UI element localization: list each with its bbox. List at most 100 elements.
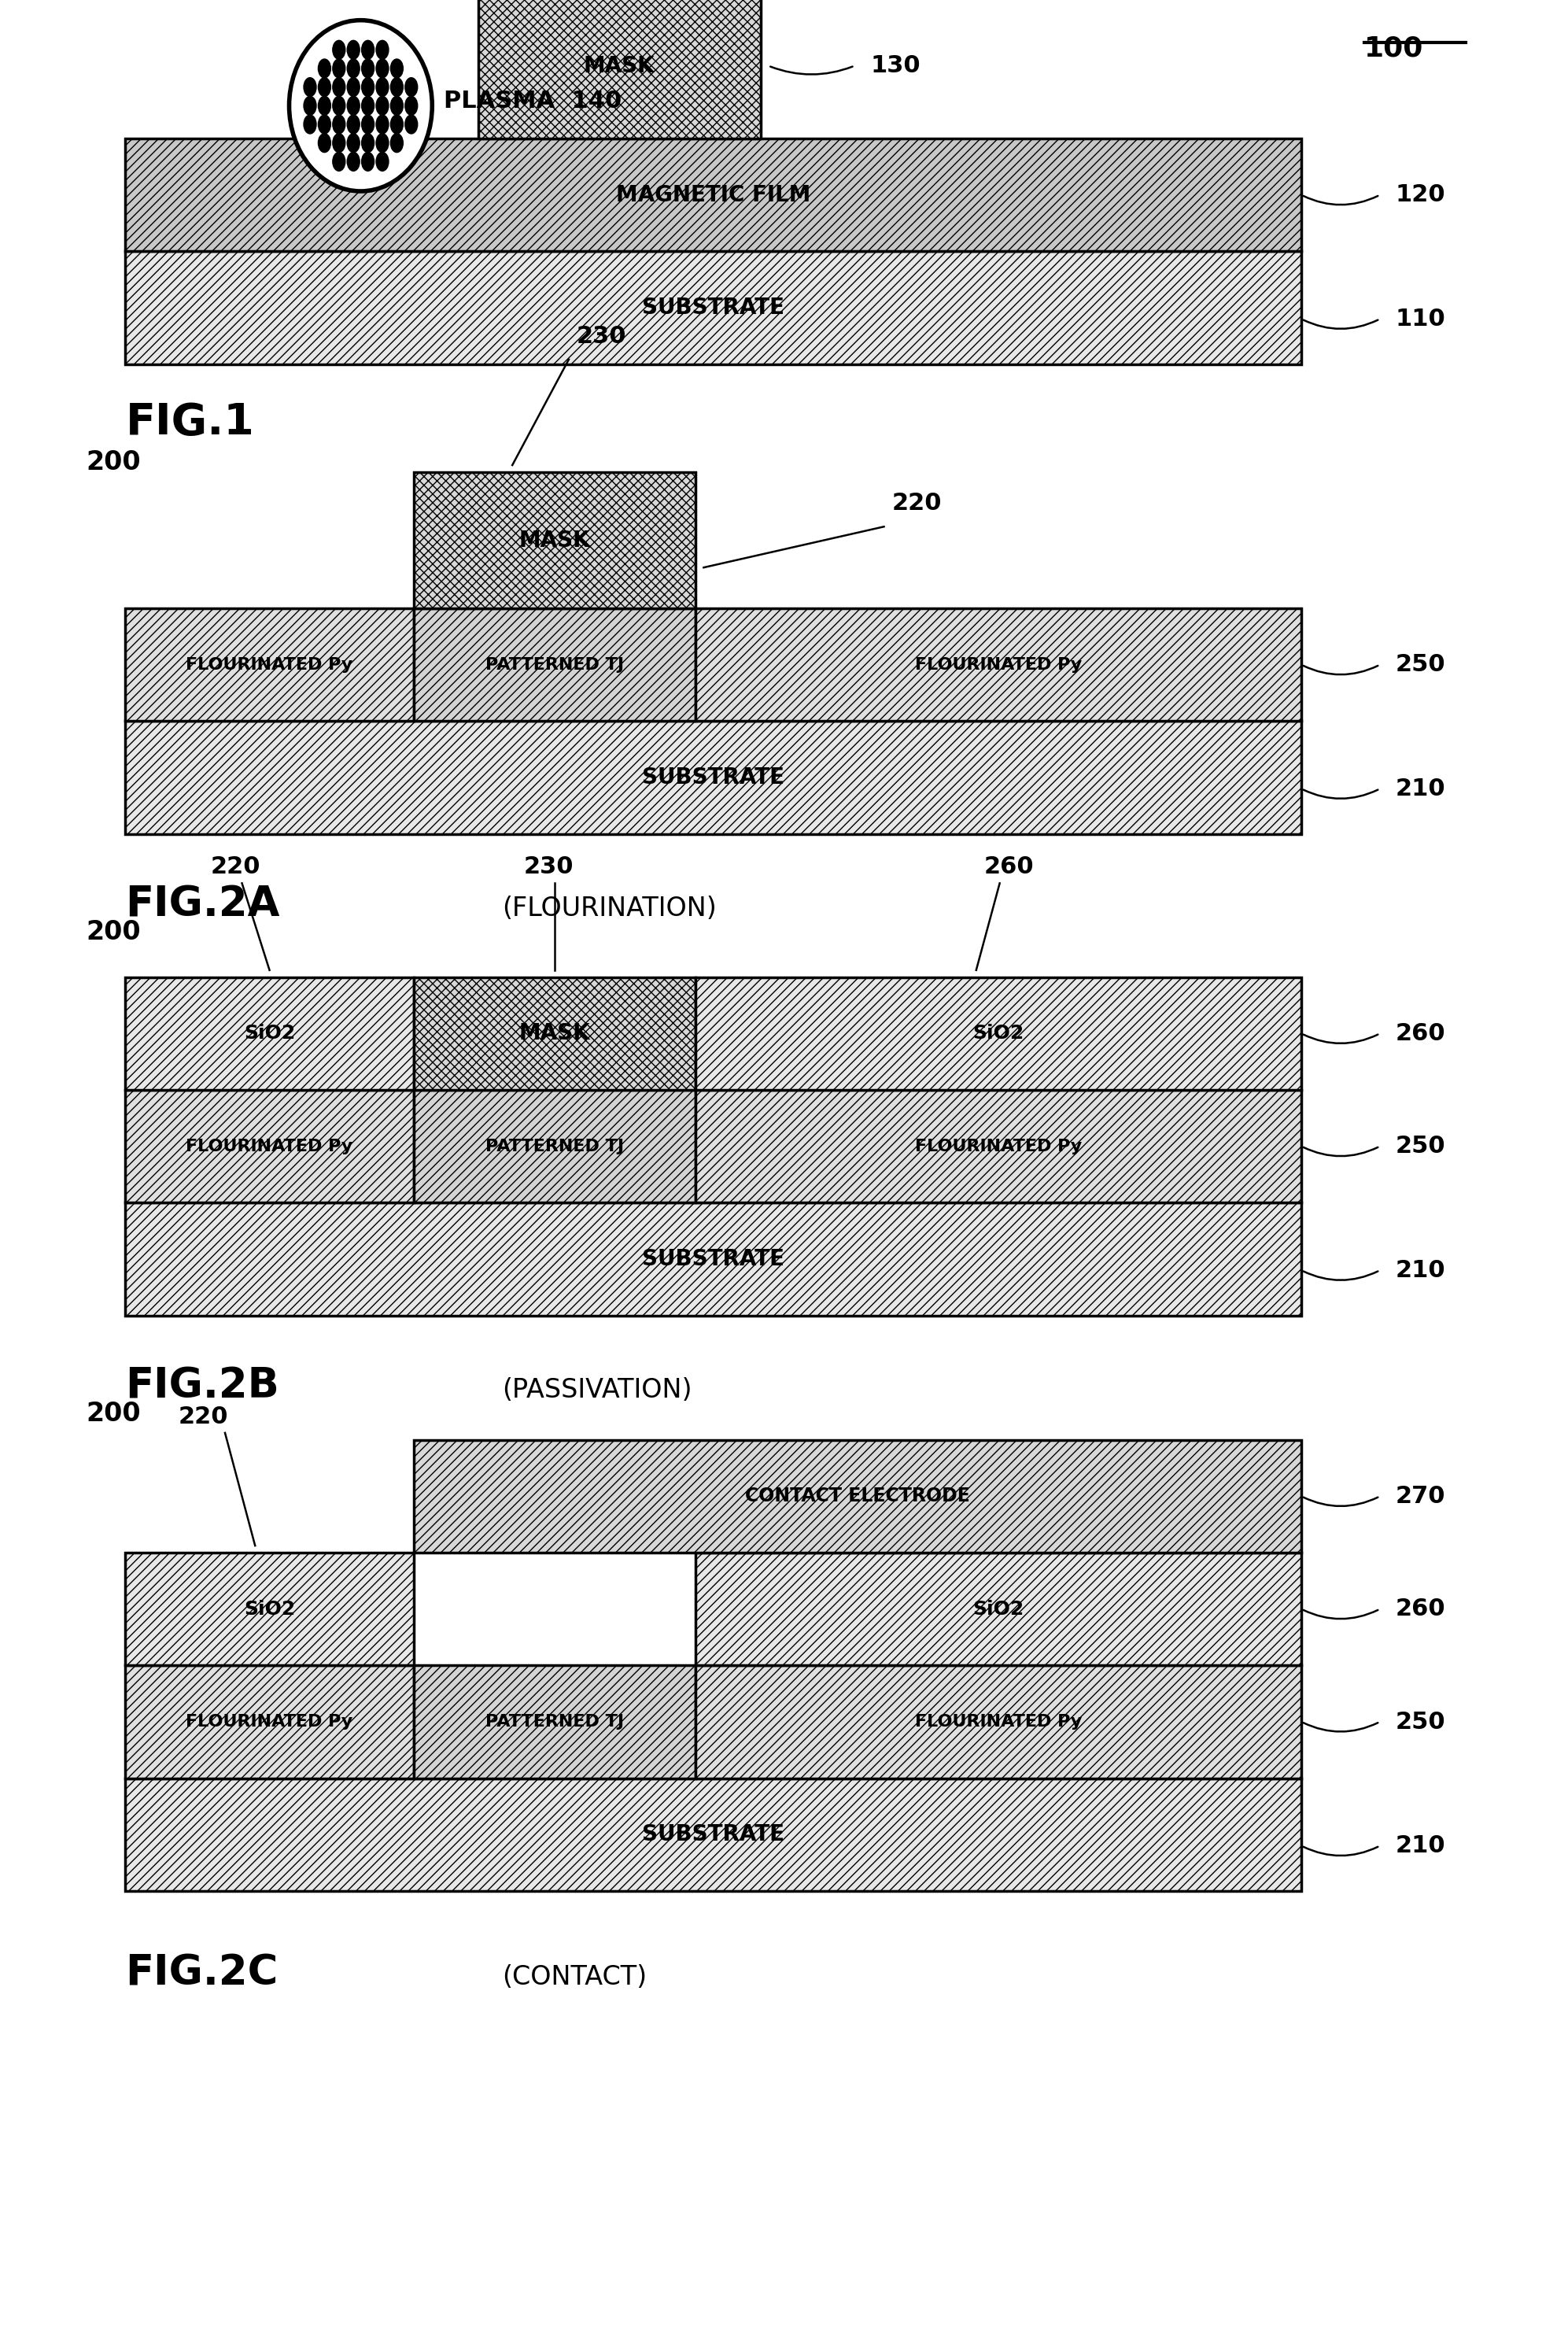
Circle shape bbox=[390, 78, 403, 96]
Bar bbox=[414, 608, 696, 721]
Circle shape bbox=[376, 59, 389, 78]
Bar bbox=[125, 251, 1301, 364]
Circle shape bbox=[332, 59, 345, 78]
Text: 250: 250 bbox=[1396, 1135, 1446, 1158]
Bar bbox=[696, 1090, 1301, 1203]
Circle shape bbox=[390, 115, 403, 134]
Text: (PASSIVATION): (PASSIVATION) bbox=[502, 1377, 691, 1402]
Circle shape bbox=[318, 96, 331, 115]
Text: FLOURINATED Py: FLOURINATED Py bbox=[187, 1139, 353, 1153]
Text: 250: 250 bbox=[1396, 1710, 1446, 1734]
Text: 120: 120 bbox=[1396, 183, 1446, 207]
Circle shape bbox=[347, 40, 359, 59]
Circle shape bbox=[405, 78, 417, 96]
Text: PATTERNED TJ: PATTERNED TJ bbox=[486, 1139, 624, 1153]
Circle shape bbox=[362, 78, 375, 96]
Text: (CONTACT): (CONTACT) bbox=[502, 1964, 646, 1990]
Text: (FLOURINATION): (FLOURINATION) bbox=[502, 895, 717, 921]
Text: 100: 100 bbox=[1364, 35, 1424, 61]
Text: 200: 200 bbox=[86, 918, 141, 944]
Circle shape bbox=[390, 59, 403, 78]
Circle shape bbox=[347, 78, 359, 96]
Text: 130: 130 bbox=[870, 54, 920, 78]
Text: 200: 200 bbox=[86, 449, 141, 474]
Text: CONTACT ELECTRODE: CONTACT ELECTRODE bbox=[745, 1487, 971, 1506]
Circle shape bbox=[405, 96, 417, 115]
Text: 220: 220 bbox=[892, 491, 942, 514]
Circle shape bbox=[376, 134, 389, 153]
Text: SiO2: SiO2 bbox=[245, 1600, 295, 1618]
Text: 220: 220 bbox=[210, 855, 260, 879]
Circle shape bbox=[362, 134, 375, 153]
Text: SiO2: SiO2 bbox=[245, 1024, 295, 1043]
Bar bbox=[125, 139, 1301, 251]
Text: FIG.1: FIG.1 bbox=[125, 402, 254, 444]
Circle shape bbox=[390, 96, 403, 115]
Text: FLOURINATED Py: FLOURINATED Py bbox=[916, 658, 1082, 672]
Bar bbox=[414, 472, 696, 608]
Text: 210: 210 bbox=[1396, 778, 1446, 801]
Bar bbox=[478, 0, 760, 139]
Text: 210: 210 bbox=[1396, 1259, 1446, 1283]
Text: 270: 270 bbox=[1396, 1485, 1446, 1508]
Text: FIG.2C: FIG.2C bbox=[125, 1952, 279, 1994]
Text: FIG.2A: FIG.2A bbox=[125, 883, 281, 926]
Text: 220: 220 bbox=[177, 1405, 227, 1428]
Bar bbox=[125, 1203, 1301, 1315]
Bar bbox=[696, 1553, 1301, 1665]
Bar bbox=[125, 608, 414, 721]
Text: SUBSTRATE: SUBSTRATE bbox=[643, 1247, 784, 1271]
Circle shape bbox=[376, 78, 389, 96]
Circle shape bbox=[376, 153, 389, 171]
Text: MASK: MASK bbox=[519, 1022, 590, 1045]
Bar bbox=[696, 608, 1301, 721]
Circle shape bbox=[390, 134, 403, 153]
Bar bbox=[125, 1778, 1301, 1891]
Circle shape bbox=[347, 134, 359, 153]
Circle shape bbox=[318, 134, 331, 153]
Text: 110: 110 bbox=[1396, 308, 1446, 331]
Circle shape bbox=[405, 115, 417, 134]
Text: 250: 250 bbox=[1396, 653, 1446, 677]
Text: 230: 230 bbox=[524, 855, 574, 879]
Text: FIG.2B: FIG.2B bbox=[125, 1365, 279, 1407]
Bar bbox=[414, 977, 696, 1090]
Circle shape bbox=[347, 115, 359, 134]
Circle shape bbox=[376, 40, 389, 59]
Text: MASK: MASK bbox=[519, 529, 590, 552]
Circle shape bbox=[318, 78, 331, 96]
Text: FLOURINATED Py: FLOURINATED Py bbox=[916, 1139, 1082, 1153]
Text: SUBSTRATE: SUBSTRATE bbox=[643, 296, 784, 319]
Bar bbox=[414, 1440, 1301, 1553]
Circle shape bbox=[304, 96, 317, 115]
Text: FLOURINATED Py: FLOURINATED Py bbox=[916, 1715, 1082, 1729]
Bar bbox=[696, 1665, 1301, 1778]
Bar bbox=[414, 1665, 696, 1778]
Circle shape bbox=[332, 115, 345, 134]
Bar bbox=[125, 977, 414, 1090]
Circle shape bbox=[304, 115, 317, 134]
Text: 230: 230 bbox=[577, 324, 627, 348]
Text: PATTERNED TJ: PATTERNED TJ bbox=[486, 1715, 624, 1729]
Text: 260: 260 bbox=[985, 855, 1033, 879]
Text: SiO2: SiO2 bbox=[974, 1024, 1024, 1043]
Text: FLOURINATED Py: FLOURINATED Py bbox=[187, 1715, 353, 1729]
Bar bbox=[125, 1090, 414, 1203]
Circle shape bbox=[332, 78, 345, 96]
Circle shape bbox=[347, 153, 359, 171]
Ellipse shape bbox=[289, 21, 433, 190]
Circle shape bbox=[362, 59, 375, 78]
Text: MASK: MASK bbox=[583, 54, 655, 78]
Circle shape bbox=[318, 59, 331, 78]
Circle shape bbox=[332, 134, 345, 153]
Circle shape bbox=[362, 153, 375, 171]
Circle shape bbox=[304, 78, 317, 96]
Circle shape bbox=[362, 40, 375, 59]
Text: 260: 260 bbox=[1396, 1022, 1446, 1045]
Circle shape bbox=[376, 115, 389, 134]
Circle shape bbox=[362, 115, 375, 134]
Text: SUBSTRATE: SUBSTRATE bbox=[643, 766, 784, 789]
Text: SiO2: SiO2 bbox=[974, 1600, 1024, 1618]
Bar bbox=[125, 721, 1301, 834]
Bar bbox=[414, 1090, 696, 1203]
